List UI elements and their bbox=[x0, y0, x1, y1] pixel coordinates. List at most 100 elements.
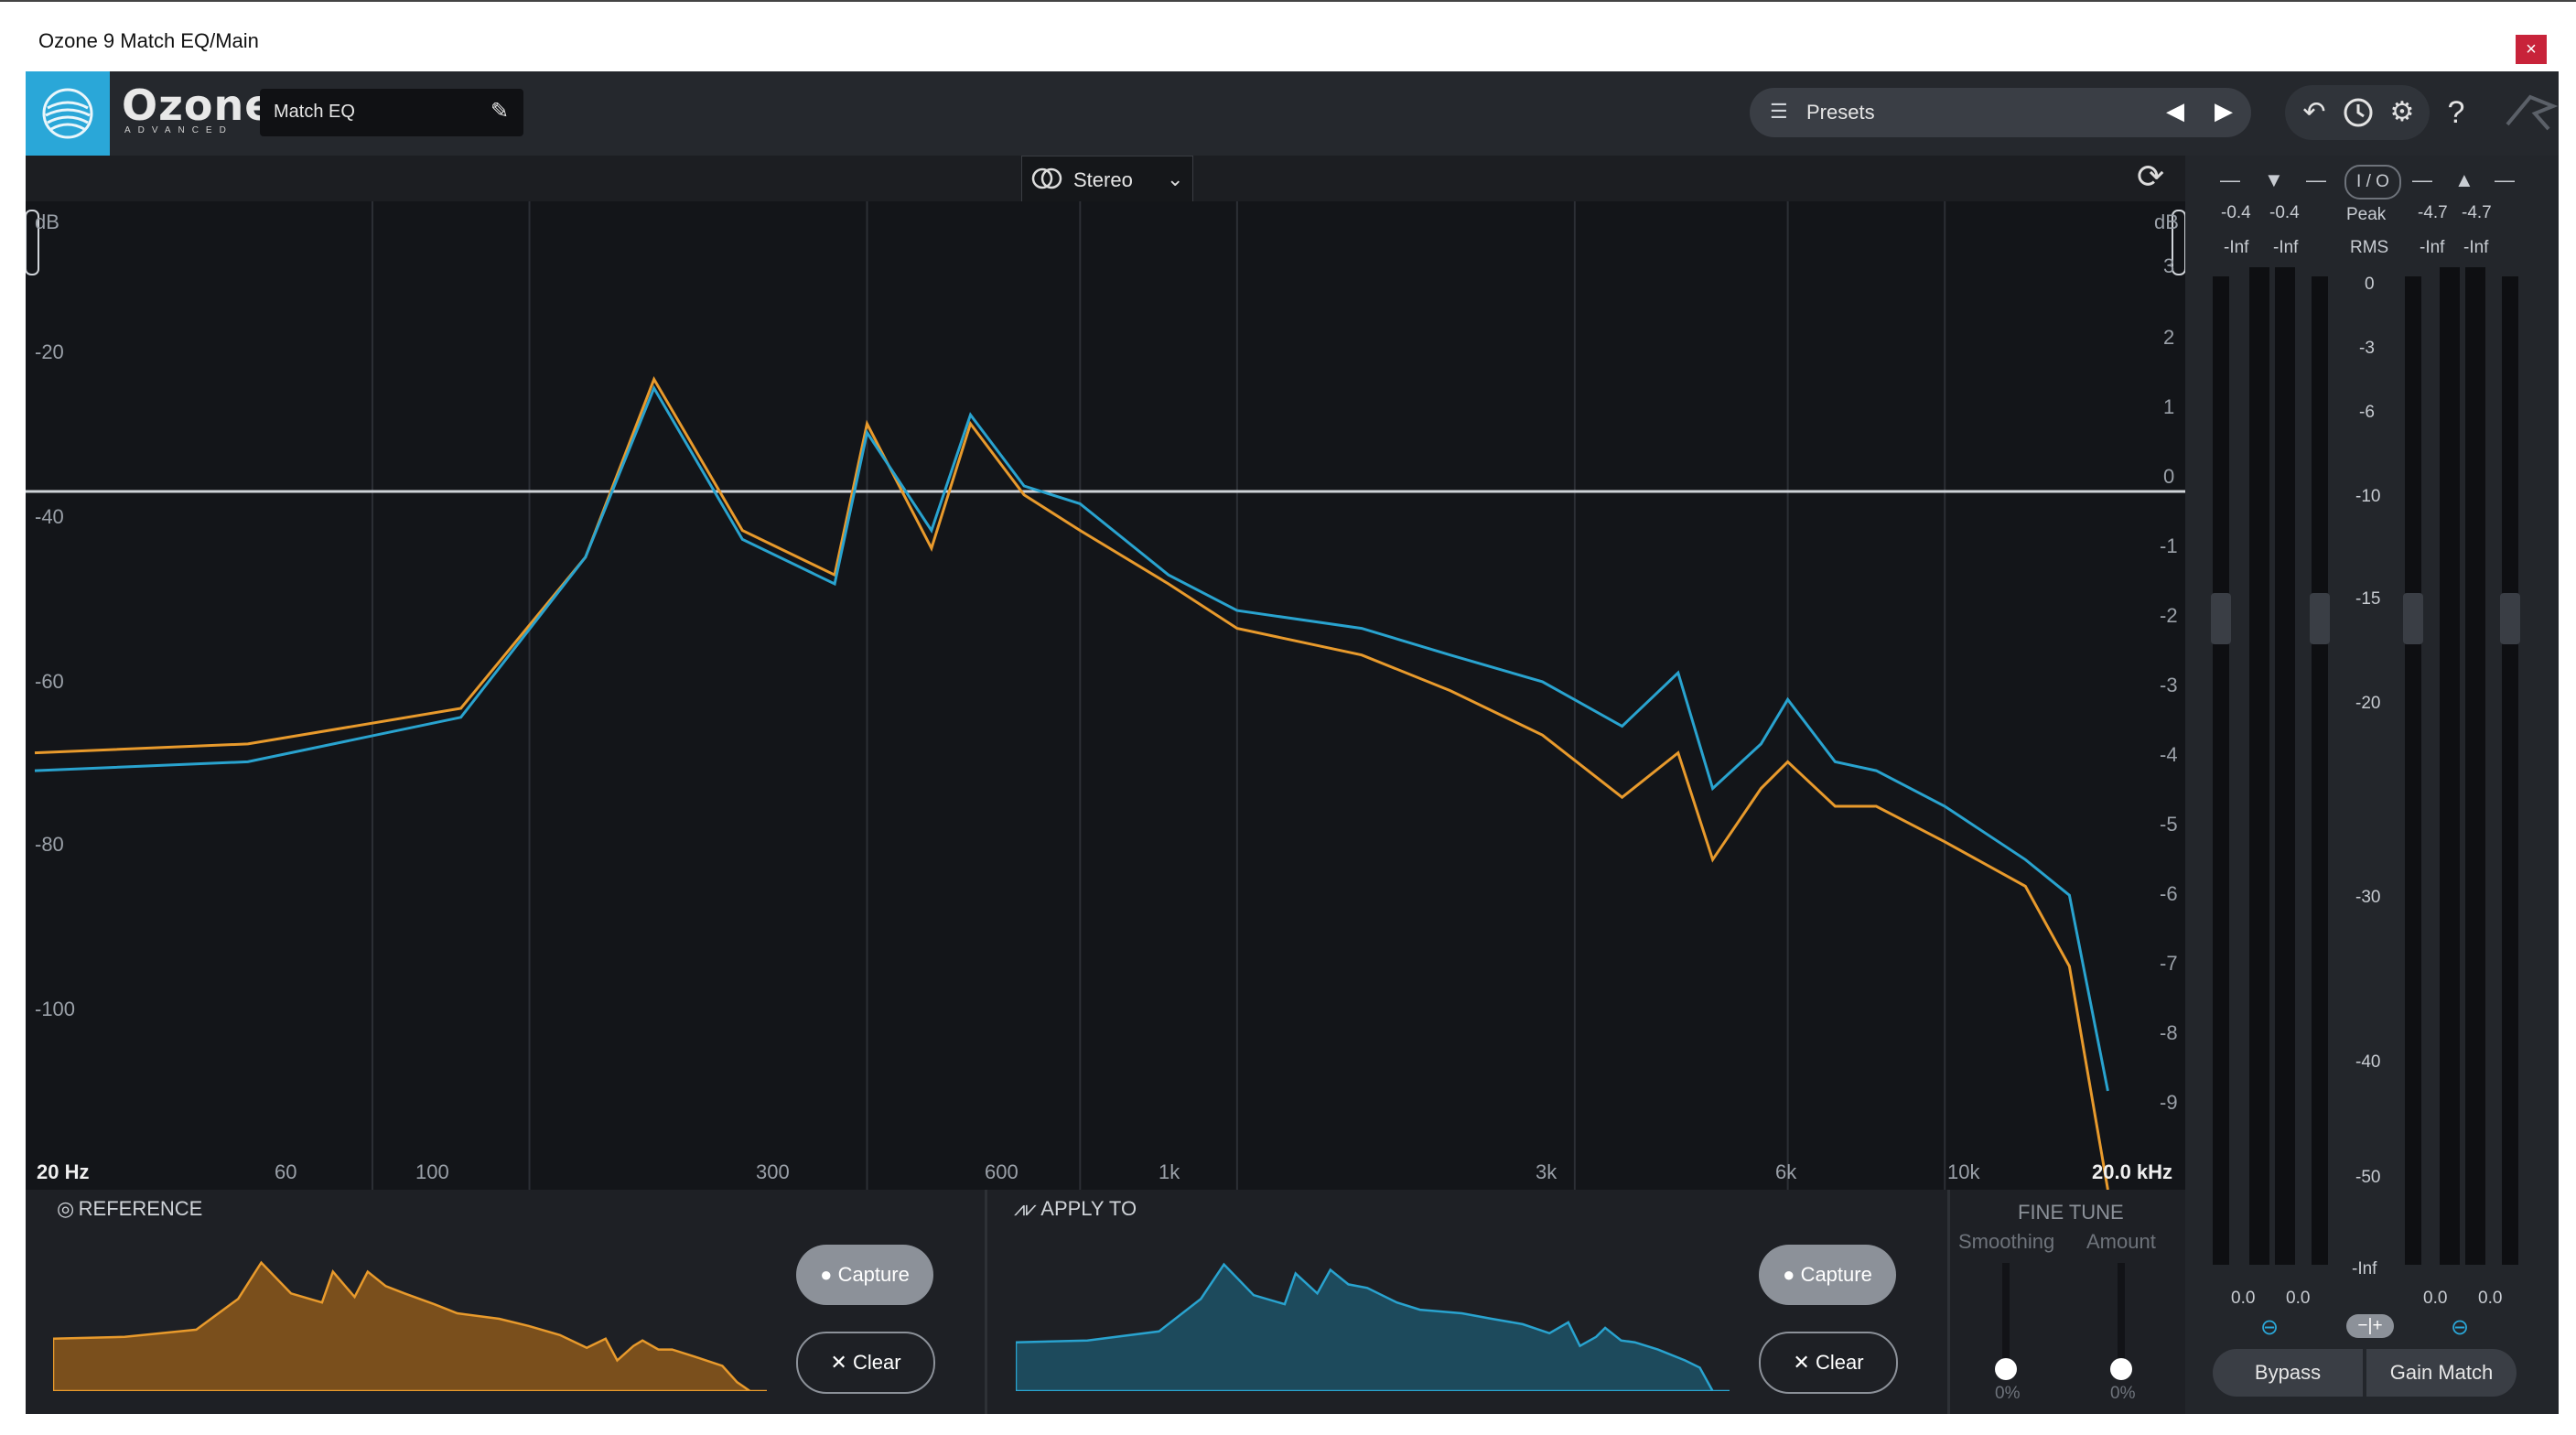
left-axis-label: -40 bbox=[35, 505, 64, 528]
input-meter-left bbox=[2249, 267, 2269, 1265]
input-gain-slider[interactable] bbox=[2312, 276, 2328, 1265]
output-meter-left bbox=[2440, 267, 2460, 1265]
fine-tune-title: FINE TUNE bbox=[2018, 1201, 2124, 1224]
right-axis-label: -3 bbox=[2160, 674, 2178, 696]
ozone-logo-icon[interactable] bbox=[26, 71, 110, 156]
amount-slider-handle[interactable] bbox=[2110, 1358, 2132, 1380]
apply-to-curve bbox=[34, 384, 2109, 1092]
help-icon[interactable]: ? bbox=[2447, 95, 2465, 130]
smoothing-slider-handle[interactable] bbox=[1995, 1358, 2017, 1380]
meter-scale-label: 0 bbox=[2365, 275, 2375, 294]
io-toggle[interactable]: I / O bbox=[2344, 165, 2401, 200]
input-gain-slider[interactable] bbox=[2213, 276, 2229, 1265]
meter-scale-label: -Inf bbox=[2352, 1259, 2377, 1279]
close-icon: ✕ bbox=[830, 1351, 847, 1374]
reference-clear-button[interactable]: ✕ Clear bbox=[796, 1332, 935, 1394]
freq-label: 20.0 kHz bbox=[2092, 1160, 2173, 1183]
output-gain-slider[interactable] bbox=[2405, 276, 2421, 1265]
output-gain-left[interactable]: 0.0 bbox=[2423, 1289, 2448, 1308]
bypass-button[interactable]: Bypass bbox=[2213, 1349, 2363, 1397]
right-axis-label: -4 bbox=[2160, 743, 2178, 766]
output-dash: — bbox=[2495, 168, 2515, 191]
output-gain-slider[interactable] bbox=[2502, 276, 2518, 1265]
channel-mode-label: Stereo bbox=[1073, 168, 1133, 191]
logo-text: Ozone bbox=[122, 81, 275, 130]
amount-slider-track[interactable] bbox=[2118, 1263, 2125, 1371]
input-gain-right[interactable]: 0.0 bbox=[2286, 1289, 2311, 1308]
slider-handle[interactable] bbox=[2500, 593, 2520, 644]
output-peak-left: -4.7 bbox=[2418, 203, 2448, 222]
module-name: Match EQ bbox=[274, 102, 355, 122]
left-axis-label: -80 bbox=[35, 833, 64, 856]
undo-icon[interactable]: ↶ bbox=[2302, 97, 2326, 127]
right-axis-label: 3 bbox=[2163, 254, 2175, 277]
reference-curve bbox=[34, 375, 2109, 1191]
input-rms-right: -Inf bbox=[2273, 238, 2299, 257]
apply-to-capture-button[interactable]: ● Capture bbox=[1759, 1245, 1896, 1305]
module-name-field[interactable]: Match EQ ✎ bbox=[260, 89, 523, 136]
clear-label: Clear bbox=[852, 1351, 901, 1374]
spectrum-graph[interactable]: dB -20 -40 -60 -80 -100 dB 3 2 1 0 -1 -2… bbox=[25, 201, 2186, 1191]
right-axis-label: -1 bbox=[2160, 534, 2178, 557]
close-button[interactable]: × bbox=[2516, 35, 2547, 64]
next-preset-button[interactable]: ▶ bbox=[2215, 97, 2233, 124]
input-rms-left: -Inf bbox=[2224, 238, 2249, 257]
slider-handle[interactable] bbox=[2211, 593, 2231, 644]
left-scroll-handle[interactable] bbox=[25, 210, 39, 275]
peak-label: Peak bbox=[2346, 205, 2387, 224]
left-axis-label: -60 bbox=[35, 670, 64, 693]
right-axis-label: -2 bbox=[2160, 604, 2178, 627]
capture-label: Capture bbox=[1800, 1263, 1872, 1286]
capture-label: Capture bbox=[837, 1263, 910, 1286]
right-axis-label: -5 bbox=[2160, 813, 2178, 836]
gain-match-button[interactable]: Gain Match bbox=[2366, 1349, 2517, 1397]
pencil-icon[interactable]: ✎ bbox=[490, 99, 510, 124]
freq-label: 6k bbox=[1775, 1160, 1797, 1183]
meter-scale-label: -40 bbox=[2355, 1052, 2381, 1072]
panel-divider bbox=[985, 1190, 987, 1414]
reference-section: ◎ REFERENCE bbox=[57, 1197, 202, 1221]
meter-scale-label: -15 bbox=[2355, 589, 2381, 609]
clear-label: Clear bbox=[1815, 1351, 1864, 1374]
output-dash: — bbox=[2412, 168, 2432, 191]
meter-scale-label: -10 bbox=[2355, 487, 2381, 506]
freq-label: 300 bbox=[756, 1160, 790, 1183]
presets-label: Presets bbox=[1806, 101, 1875, 124]
reset-view-icon[interactable]: ⟳ bbox=[2137, 157, 2165, 195]
presets-bar[interactable]: ☰ Presets ◀ ▶ bbox=[1750, 88, 2251, 137]
link-io-icon[interactable]: −|+ bbox=[2346, 1314, 2394, 1338]
output-gain-right[interactable]: 0.0 bbox=[2478, 1289, 2503, 1308]
amount-value: 0% bbox=[2110, 1384, 2136, 1403]
reference-capture-button[interactable]: ● Capture bbox=[796, 1245, 933, 1305]
history-icon[interactable] bbox=[2338, 92, 2378, 133]
meter-scale-label: -20 bbox=[2355, 694, 2381, 713]
smoothing-label: Smoothing bbox=[1958, 1230, 2055, 1253]
channel-mode-select[interactable]: Stereo ⌄ bbox=[1021, 156, 1193, 203]
left-axis-label: dB bbox=[35, 210, 59, 233]
rms-label: RMS bbox=[2350, 238, 2389, 257]
output-link-icon[interactable]: ⊖ bbox=[2451, 1315, 2470, 1340]
apply-to-section: ⩘⩗ APPLY TO bbox=[1014, 1197, 1137, 1221]
meter-scale-label: -6 bbox=[2359, 403, 2375, 422]
freq-label: 1k bbox=[1159, 1160, 1180, 1183]
right-axis-label: 1 bbox=[2163, 395, 2175, 418]
panel-divider bbox=[1947, 1190, 1950, 1414]
reference-title: REFERENCE bbox=[78, 1197, 203, 1220]
logo-subtitle: ADVANCED bbox=[124, 125, 233, 135]
previous-preset-button[interactable]: ◀ bbox=[2166, 97, 2184, 124]
input-gain-left[interactable]: 0.0 bbox=[2231, 1289, 2256, 1308]
right-axis-label: -8 bbox=[2160, 1021, 2178, 1044]
toolbar-group: ↶ ⚙ bbox=[2285, 85, 2430, 140]
record-icon: ● bbox=[820, 1263, 833, 1286]
slider-handle[interactable] bbox=[2310, 593, 2330, 644]
slider-handle[interactable] bbox=[2403, 593, 2423, 644]
input-link-icon[interactable]: ⊖ bbox=[2260, 1315, 2280, 1340]
meter-scale-label: -3 bbox=[2359, 339, 2375, 358]
close-icon: ✕ bbox=[1793, 1351, 1810, 1374]
smoothing-slider-track[interactable] bbox=[2002, 1263, 2010, 1371]
apply-to-clear-button[interactable]: ✕ Clear bbox=[1759, 1332, 1898, 1394]
right-axis-label: -6 bbox=[2160, 882, 2178, 905]
settings-icon[interactable]: ⚙ bbox=[2389, 97, 2415, 127]
right-axis-label: -9 bbox=[2160, 1091, 2178, 1114]
target-icon: ◎ bbox=[57, 1197, 75, 1220]
